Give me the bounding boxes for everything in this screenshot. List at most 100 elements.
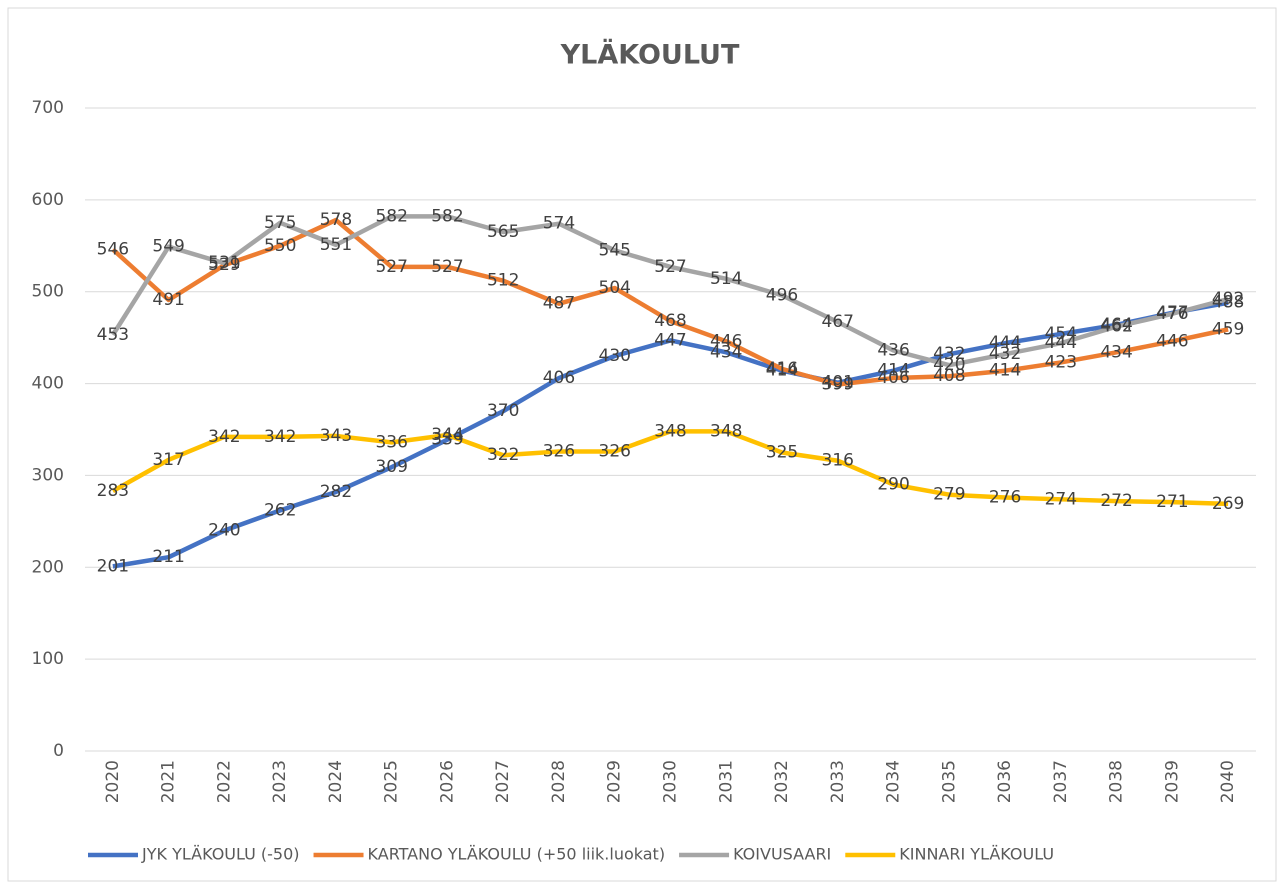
data-label: 420 — [933, 355, 965, 375]
data-label: 401 — [822, 373, 854, 393]
y-tick-label: 700 — [32, 98, 64, 118]
x-tick-label: 2038 — [1107, 760, 1127, 803]
data-label: 342 — [208, 427, 240, 447]
data-label: 545 — [599, 240, 631, 260]
data-label: 446 — [1156, 331, 1188, 351]
x-tick-label: 2027 — [493, 760, 513, 803]
data-label: 464 — [1100, 315, 1132, 335]
data-label: 529 — [208, 255, 240, 275]
series-line — [110, 214, 1229, 368]
x-tick-label: 2036 — [995, 760, 1015, 803]
series-line — [112, 300, 1229, 569]
y-tick-label: 400 — [32, 374, 64, 394]
data-label: 467 — [822, 312, 854, 332]
x-tick-label: 2030 — [661, 760, 681, 803]
data-label: 514 — [710, 269, 742, 289]
y-tick-label: 100 — [32, 649, 64, 669]
data-label: 550 — [264, 236, 296, 256]
data-label: 565 — [487, 222, 519, 242]
data-label: 454 — [1045, 324, 1077, 344]
data-label: 414 — [766, 361, 798, 381]
x-tick-label: 2033 — [828, 760, 848, 803]
data-label: 434 — [710, 342, 742, 362]
data-label: 309 — [375, 457, 407, 477]
data-label: 348 — [710, 421, 742, 441]
data-label: 414 — [877, 361, 909, 381]
legend-label: KINNARI YLÄKOULU — [899, 845, 1054, 864]
data-label: 326 — [599, 442, 631, 462]
data-label: 201 — [97, 556, 129, 576]
data-label: 416 — [766, 359, 798, 379]
data-label: 283 — [97, 481, 129, 501]
x-tick-label: 2020 — [103, 760, 123, 803]
y-tick-label: 200 — [32, 557, 64, 577]
data-label: 549 — [152, 237, 184, 257]
data-label: 582 — [431, 206, 463, 226]
y-tick-label: 300 — [32, 465, 64, 485]
data-label: 336 — [375, 432, 407, 452]
x-tick-label: 2025 — [382, 760, 402, 803]
legend-label: KOIVUSAARI — [733, 845, 831, 864]
data-label: 476 — [1156, 304, 1188, 324]
data-label: 453 — [97, 325, 129, 345]
x-tick-label: 2024 — [326, 760, 346, 803]
data-label: 477 — [1156, 303, 1188, 323]
data-label: 342 — [264, 427, 296, 447]
data-label: 317 — [152, 450, 184, 470]
data-label: 491 — [152, 290, 184, 310]
data-label: 531 — [208, 253, 240, 273]
data-label: 578 — [320, 210, 352, 230]
data-label: 496 — [766, 285, 798, 305]
x-tick-label: 2022 — [214, 760, 234, 803]
data-label: 343 — [320, 426, 352, 446]
data-label: 399 — [822, 374, 854, 394]
data-label: 444 — [989, 333, 1021, 353]
data-label: 487 — [543, 294, 575, 314]
data-label: 551 — [320, 235, 352, 255]
data-label: 447 — [654, 330, 686, 350]
legend-label: JYK YLÄKOULU (-50) — [141, 845, 300, 864]
data-label: 432 — [989, 344, 1021, 364]
x-tick-label: 2021 — [159, 760, 179, 803]
x-tick-label: 2031 — [716, 760, 736, 803]
data-label: 282 — [320, 482, 352, 502]
data-label: 290 — [877, 475, 909, 495]
y-tick-label: 500 — [32, 282, 64, 302]
data-label: 504 — [599, 278, 631, 298]
data-label: 269 — [1212, 494, 1244, 514]
data-label: 512 — [487, 271, 519, 291]
x-tick-label: 2032 — [772, 760, 792, 803]
data-label: 436 — [877, 341, 909, 361]
data-label: 414 — [989, 361, 1021, 381]
data-label: 325 — [766, 442, 798, 462]
data-label: 430 — [599, 346, 631, 366]
x-tick-label: 2039 — [1162, 760, 1182, 803]
data-label: 326 — [543, 442, 575, 462]
data-label: 240 — [208, 521, 240, 541]
data-label: 575 — [264, 213, 296, 233]
data-label: 316 — [822, 451, 854, 471]
data-label: 527 — [654, 257, 686, 277]
data-label: 262 — [264, 500, 296, 520]
data-label: 339 — [431, 430, 463, 450]
x-tick-label: 2034 — [884, 760, 904, 803]
data-label: 434 — [1100, 342, 1132, 362]
x-tick-label: 2028 — [549, 760, 569, 803]
data-label: 408 — [933, 366, 965, 386]
data-label: 211 — [152, 547, 184, 567]
data-label: 432 — [933, 344, 965, 364]
x-tick-label: 2037 — [1051, 760, 1071, 803]
x-tick-label: 2035 — [939, 760, 959, 803]
x-tick-label: 2040 — [1218, 760, 1238, 803]
x-tick-label: 2023 — [270, 760, 290, 803]
data-label: 444 — [1045, 333, 1077, 353]
data-label: 322 — [487, 445, 519, 465]
data-label: 527 — [375, 257, 407, 277]
chart-border — [7, 7, 1277, 882]
data-label: 582 — [375, 206, 407, 226]
data-label: 423 — [1045, 352, 1077, 372]
data-label: 274 — [1045, 489, 1077, 509]
data-label: 406 — [877, 368, 909, 388]
y-tick-label: 600 — [32, 190, 64, 210]
